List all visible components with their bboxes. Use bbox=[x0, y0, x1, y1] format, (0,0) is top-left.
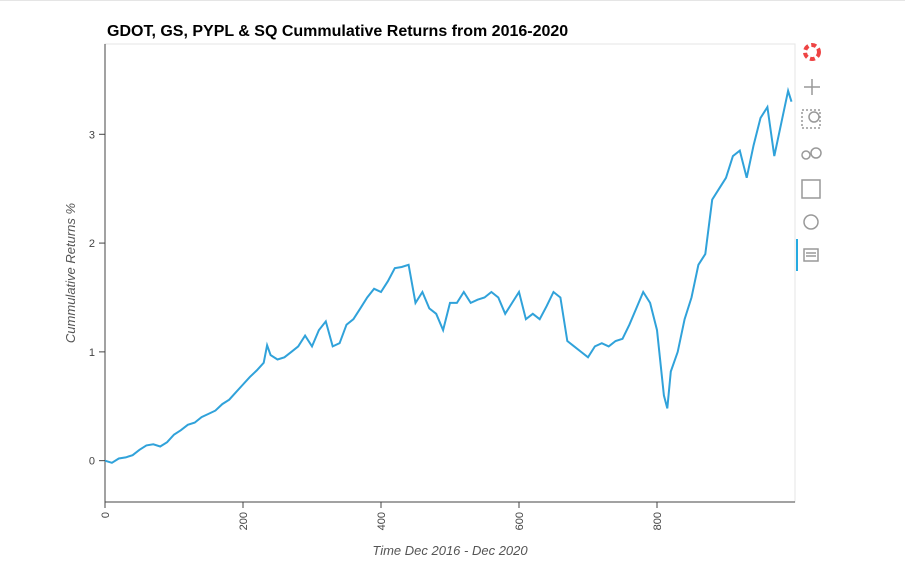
data-line bbox=[104, 86, 793, 464]
x-tick-label: 800 bbox=[652, 512, 664, 530]
chart-title: GDOT, GS, PYPL & SQ Cummulative Returns … bbox=[107, 23, 568, 40]
x-tick-label: 600 bbox=[514, 512, 526, 530]
x-tick-label: 200 bbox=[238, 512, 250, 530]
y-tick-label: 3 bbox=[89, 129, 95, 141]
x-tick-label: 400 bbox=[376, 512, 388, 530]
y-tick-label: 2 bbox=[89, 238, 95, 250]
toolbar bbox=[796, 43, 822, 271]
x-tick-label: 0 bbox=[100, 512, 112, 518]
y-axis-label: Cummulative Returns % bbox=[63, 203, 78, 343]
save-tool[interactable] bbox=[801, 179, 821, 199]
pan-tool[interactable] bbox=[804, 79, 820, 95]
wheel-zoom-tool[interactable] bbox=[801, 147, 822, 160]
plot-frame bbox=[104, 43, 796, 503]
x-axis-label: Time Dec 2016 - Dec 2020 bbox=[372, 543, 528, 558]
y-tick-label: 1 bbox=[89, 347, 95, 359]
reset-tool[interactable] bbox=[803, 214, 819, 230]
hover-tool[interactable] bbox=[803, 248, 819, 262]
box-zoom-tool[interactable] bbox=[801, 109, 821, 129]
y-tick-label: 0 bbox=[89, 456, 95, 468]
bokeh-logo[interactable] bbox=[803, 43, 821, 61]
